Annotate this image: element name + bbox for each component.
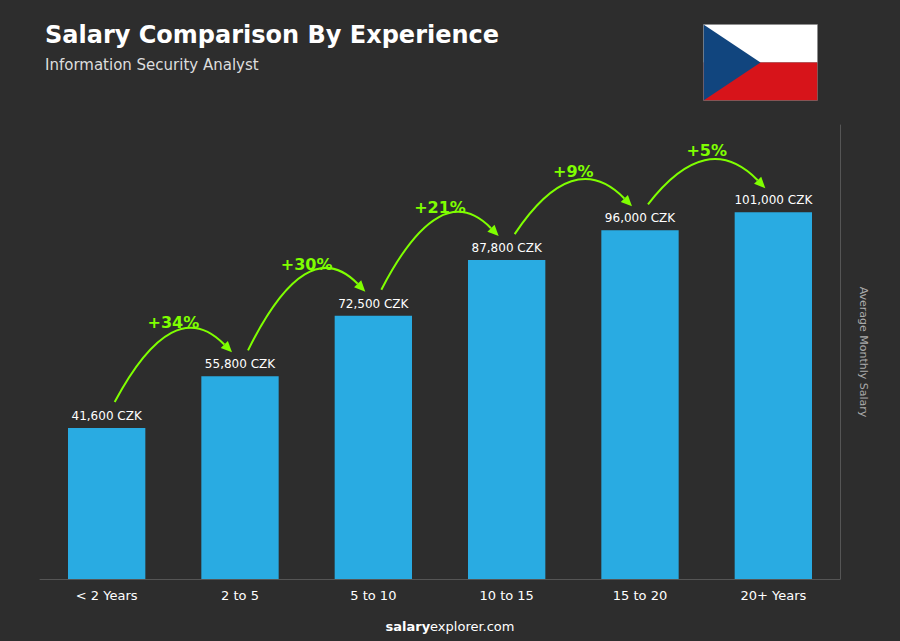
svg-text:87,800 CZK: 87,800 CZK xyxy=(472,241,543,255)
svg-text:20+ Years: 20+ Years xyxy=(740,588,806,603)
svg-text:96,000 CZK: 96,000 CZK xyxy=(605,211,676,225)
svg-text:101,000 CZK: 101,000 CZK xyxy=(734,193,813,207)
svg-text:Salary Comparison By Experienc: Salary Comparison By Experience xyxy=(45,21,499,49)
svg-text:5 to 10: 5 to 10 xyxy=(350,588,396,603)
svg-text:72,500 CZK: 72,500 CZK xyxy=(338,297,409,311)
svg-text:+21%: +21% xyxy=(414,198,466,217)
svg-text:2 to 5: 2 to 5 xyxy=(221,588,259,603)
svg-text:salary: salary xyxy=(385,619,430,634)
svg-text:< 2 Years: < 2 Years xyxy=(76,588,138,603)
svg-text:+5%: +5% xyxy=(686,141,727,160)
svg-text:10 to 15: 10 to 15 xyxy=(479,588,533,603)
svg-text:Information Security Analyst: Information Security Analyst xyxy=(45,56,259,74)
svg-text:41,600 CZK: 41,600 CZK xyxy=(72,409,143,423)
svg-text:15 to 20: 15 to 20 xyxy=(613,588,667,603)
svg-text:explorer.com: explorer.com xyxy=(430,619,514,634)
svg-text:+30%: +30% xyxy=(281,255,333,274)
svg-text:55,800 CZK: 55,800 CZK xyxy=(205,357,276,371)
svg-text:Average Monthly Salary: Average Monthly Salary xyxy=(857,287,870,418)
svg-text:+9%: +9% xyxy=(553,162,594,181)
svg-text:+34%: +34% xyxy=(147,313,199,332)
